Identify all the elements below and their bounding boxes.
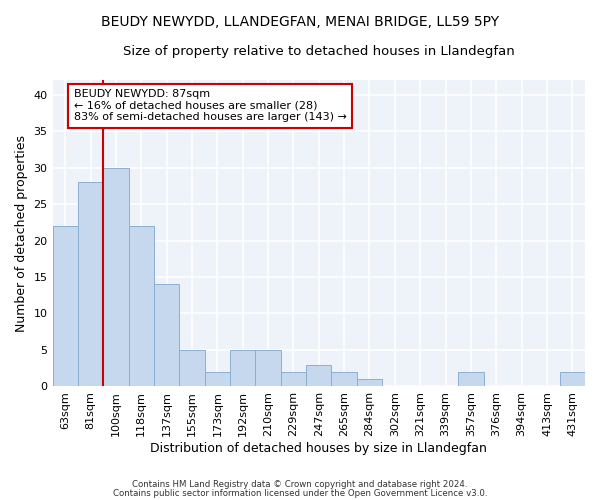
- Bar: [154, 284, 179, 386]
- Bar: [560, 372, 585, 386]
- Bar: [128, 226, 154, 386]
- Bar: [230, 350, 256, 387]
- Y-axis label: Number of detached properties: Number of detached properties: [15, 134, 28, 332]
- Bar: [205, 372, 230, 386]
- Bar: [458, 372, 484, 386]
- Text: BEUDY NEWYDD, LLANDEGFAN, MENAI BRIDGE, LL59 5PY: BEUDY NEWYDD, LLANDEGFAN, MENAI BRIDGE, …: [101, 15, 499, 29]
- Bar: [306, 364, 331, 386]
- Bar: [103, 168, 128, 386]
- X-axis label: Distribution of detached houses by size in Llandegfan: Distribution of detached houses by size …: [151, 442, 487, 455]
- Bar: [331, 372, 357, 386]
- Text: BEUDY NEWYDD: 87sqm
← 16% of detached houses are smaller (28)
83% of semi-detach: BEUDY NEWYDD: 87sqm ← 16% of detached ho…: [74, 89, 347, 122]
- Bar: [78, 182, 103, 386]
- Bar: [281, 372, 306, 386]
- Bar: [53, 226, 78, 386]
- Bar: [357, 379, 382, 386]
- Text: Contains HM Land Registry data © Crown copyright and database right 2024.: Contains HM Land Registry data © Crown c…: [132, 480, 468, 489]
- Bar: [256, 350, 281, 387]
- Text: Contains public sector information licensed under the Open Government Licence v3: Contains public sector information licen…: [113, 490, 487, 498]
- Title: Size of property relative to detached houses in Llandegfan: Size of property relative to detached ho…: [123, 45, 515, 58]
- Bar: [179, 350, 205, 387]
